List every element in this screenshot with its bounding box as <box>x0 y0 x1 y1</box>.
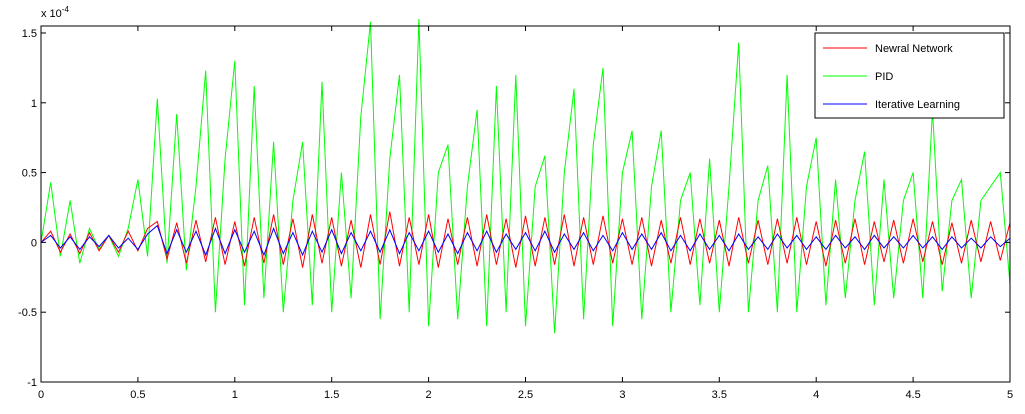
x-tick-label: 2.5 <box>518 389 533 401</box>
x-tick-label: 1.5 <box>324 389 339 401</box>
y-tick-label: 0 <box>31 237 37 249</box>
y-tick-label: -0.5 <box>18 307 37 319</box>
x-tick-label: 2 <box>426 389 432 401</box>
exponent-base: x 10 <box>41 8 62 20</box>
y-tick-label: 0.5 <box>22 168 37 180</box>
x-tick-label: 4.5 <box>905 389 920 401</box>
legend-label: Iterative Learning <box>875 99 960 111</box>
x-tick-label: 4 <box>813 389 819 401</box>
series-line <box>40 18 1011 334</box>
legend-label: PID <box>875 71 893 83</box>
exponent-power: -4 <box>62 5 70 14</box>
y-tick-label: -1 <box>27 377 37 389</box>
x-tick-label: 1 <box>232 389 238 401</box>
series-line <box>40 224 1011 257</box>
legend-label: Newral Network <box>875 43 953 55</box>
x-tick-label: 5 <box>1007 389 1013 401</box>
y-tick-label: 1.5 <box>22 28 37 40</box>
x-tick-label: 0 <box>38 389 44 401</box>
y-exponent: x 10-4 <box>41 5 69 20</box>
x-tick-label: 3.5 <box>712 389 727 401</box>
y-tick-label: 1 <box>31 98 37 110</box>
x-tick-label: 0.5 <box>130 389 145 401</box>
x-tick-label: 3 <box>619 389 625 401</box>
